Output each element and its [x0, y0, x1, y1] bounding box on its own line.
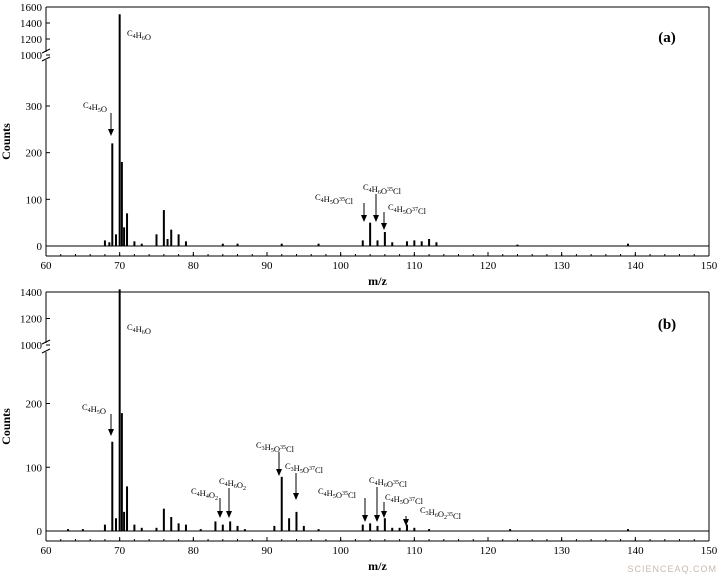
- annotation-arrow-head: [217, 511, 223, 518]
- x-tick-label: 60: [41, 260, 53, 272]
- panel-label: (a): [658, 30, 676, 46]
- axis-break-mark: [41, 348, 51, 354]
- x-tick-label: 80: [188, 260, 200, 272]
- x-tick-label: 120: [480, 260, 497, 272]
- x-tick-label: 150: [701, 260, 718, 272]
- annotation-arrow-head: [276, 469, 282, 476]
- spectrum-panel-b: 60 70 80 90 100 110 120 130 140 150 0 100 200 1000 120…: [0, 287, 718, 573]
- y-tick-label: 1400: [20, 287, 43, 299]
- annotation-arrow-head: [108, 129, 114, 136]
- annotation-arrow-head: [374, 515, 380, 522]
- x-tick-label: 90: [262, 545, 274, 557]
- x-tick-label: 130: [553, 260, 570, 272]
- peak-annotation: C4H5O: [82, 402, 106, 416]
- peak-annotation: C4H5O35Cl: [315, 192, 354, 206]
- y-tick-label: 0: [37, 241, 43, 253]
- x-axis-title: m/z: [368, 274, 387, 288]
- x-tick-label: 150: [701, 545, 718, 557]
- x-tick-label: 90: [262, 260, 274, 272]
- y-axis-title: Counts: [0, 408, 13, 445]
- x-tick-label: 100: [332, 260, 349, 272]
- annotation-arrow-head: [381, 223, 387, 230]
- y-tick-label: 200: [26, 399, 43, 411]
- x-tick-label: 100: [332, 545, 349, 557]
- peak-annotation: C3H6O235Cl: [420, 505, 462, 521]
- annotation-arrow-head: [381, 511, 387, 518]
- peak-annotation: C4H4O2: [191, 486, 218, 502]
- annotation-arrow-head: [403, 519, 409, 526]
- y-tick-label: 1000: [20, 50, 43, 62]
- y-axis-title: Counts: [0, 123, 13, 160]
- y-tick-label: 200: [26, 148, 43, 160]
- peak-annotation: C3H5O37Cl: [285, 461, 324, 475]
- peak-annotation: C4H6O2: [219, 476, 246, 492]
- peak-annotation: C3H5O35Cl: [256, 440, 295, 454]
- peak-annotation: C4H5O37Cl: [385, 492, 424, 506]
- peak-annotation: C4H6O35Cl: [363, 182, 402, 196]
- y-tick-label: 1000: [20, 340, 43, 352]
- x-tick-label: 110: [406, 260, 423, 272]
- panel-label: (b): [658, 317, 676, 333]
- annotation-arrow-head: [362, 515, 368, 522]
- peak-annotation: C4H6O: [127, 322, 151, 336]
- x-axis-title: m/z: [368, 559, 387, 573]
- y-tick-label: 0: [37, 526, 43, 538]
- annotation-arrow-head: [108, 429, 114, 436]
- x-tick-label: 80: [188, 545, 200, 557]
- x-tick-label: 140: [627, 260, 644, 272]
- peak-annotation: C4H5O37Cl: [388, 202, 427, 216]
- peak-annotation: C4H6O35Cl: [369, 475, 408, 489]
- annotation-arrow-head: [226, 511, 232, 518]
- x-tick-label: 70: [114, 545, 126, 557]
- x-tick-label: 140: [627, 545, 644, 557]
- y-tick-label: 1200: [20, 34, 43, 46]
- y-tick-label: 1600: [20, 2, 43, 14]
- axis-break-mark: [41, 48, 51, 54]
- watermark: SCIENCEAQ.COM: [627, 564, 717, 574]
- annotation-arrow-head: [361, 215, 367, 222]
- annotation-arrow-head: [373, 215, 379, 222]
- y-tick-label: 100: [26, 194, 43, 206]
- y-tick-label: 300: [26, 101, 43, 113]
- axis-break-mark: [41, 339, 51, 345]
- peak-annotation: C4H6O: [127, 28, 151, 42]
- annotation-arrow-head: [293, 493, 299, 500]
- x-tick-label: 120: [480, 545, 497, 557]
- y-tick-label: 1200: [20, 314, 43, 326]
- spectrum-panel-a: 60 70 80 90 100 110 120 130 140 150 0 100 200 300 1000…: [0, 2, 718, 288]
- peak-annotation: C4H5O: [83, 100, 107, 114]
- axis-break-mark: [41, 56, 51, 62]
- peak-annotation: C4H5O35Cl: [318, 486, 357, 500]
- x-tick-label: 60: [41, 545, 53, 557]
- x-tick-label: 110: [406, 545, 423, 557]
- y-tick-label: 100: [26, 462, 43, 474]
- y-tick-label: 1400: [20, 18, 43, 30]
- x-tick-label: 70: [114, 260, 126, 272]
- x-tick-label: 130: [553, 545, 570, 557]
